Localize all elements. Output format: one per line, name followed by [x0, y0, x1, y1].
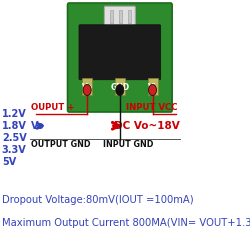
Text: INPUT VCC: INPUT VCC [126, 104, 178, 112]
Text: Vo: Vo [31, 121, 44, 131]
Text: Vo: Vo [82, 84, 92, 92]
Text: Vi: Vi [148, 84, 157, 92]
Circle shape [83, 84, 91, 96]
Text: Maximum Output Current 800MA(VIN= VOUT+1.3V): Maximum Output Current 800MA(VIN= VOUT+1… [2, 218, 250, 228]
FancyBboxPatch shape [68, 3, 172, 112]
Bar [110, 10, 113, 22]
Text: 1.2V: 1.2V [2, 109, 26, 119]
Text: Dropout Voltage:80mV(IOUT =100mA): Dropout Voltage:80mV(IOUT =100mA) [2, 195, 194, 205]
Text: GND: GND [110, 84, 130, 92]
FancyBboxPatch shape [79, 25, 161, 80]
Text: OUPUT +: OUPUT + [31, 104, 74, 112]
Text: 1.8V: 1.8V [2, 121, 27, 131]
Circle shape [148, 84, 156, 96]
Bar [119, 10, 122, 22]
Text: DC Vo~18V: DC Vo~18V [114, 121, 180, 131]
Text: OUTPUT GND: OUTPUT GND [31, 140, 90, 149]
Text: INPUT GND: INPUT GND [104, 140, 154, 149]
Bar [128, 10, 131, 22]
Circle shape [116, 84, 124, 96]
Bar [115, 78, 125, 95]
Bar [148, 78, 158, 95]
Text: 5V: 5V [2, 157, 16, 167]
Text: 2.5V: 2.5V [2, 133, 26, 143]
FancyBboxPatch shape [104, 6, 135, 26]
Bar [82, 78, 92, 95]
Text: 3.3V: 3.3V [2, 145, 26, 155]
